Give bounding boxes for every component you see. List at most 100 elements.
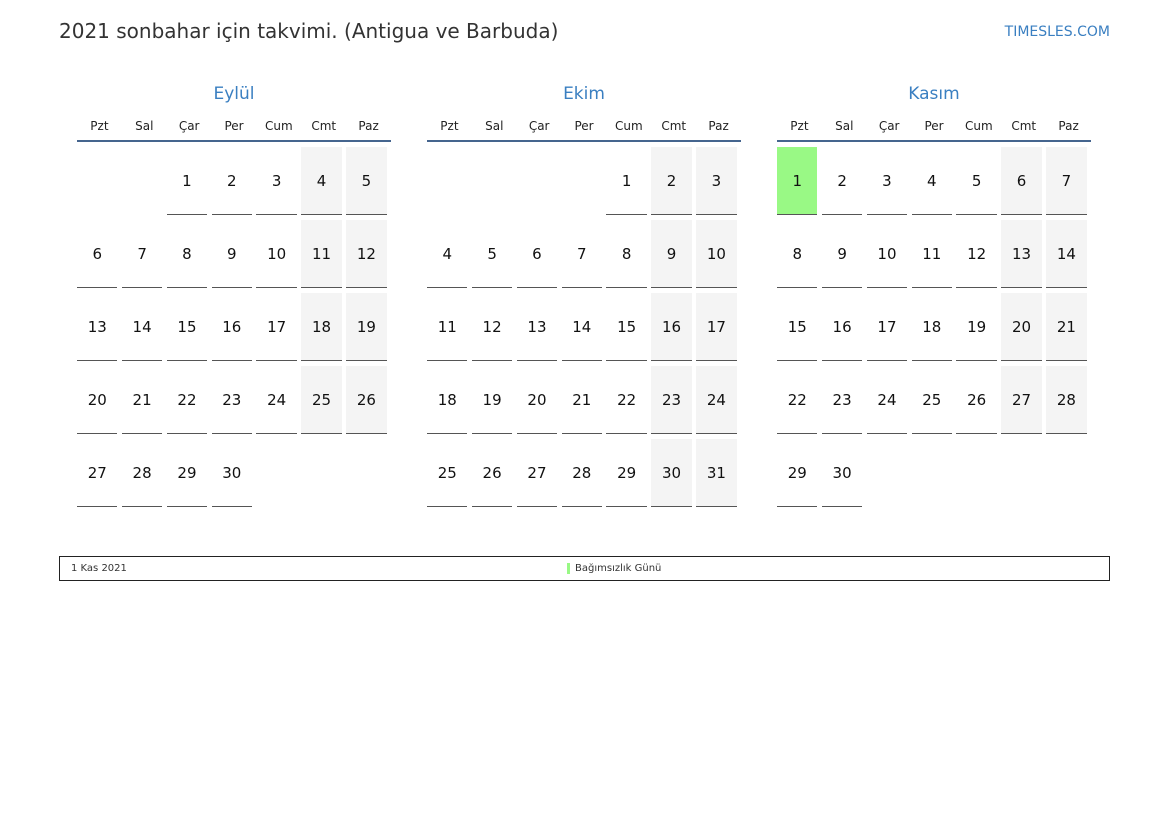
day-cell[interactable]: 29	[606, 439, 647, 507]
day-cell[interactable]: 4	[427, 220, 468, 288]
day-cell[interactable]: 10	[256, 220, 297, 288]
day-cell[interactable]: 10	[866, 220, 908, 288]
day-cell[interactable]: 20	[516, 366, 558, 434]
day-cell[interactable]: 19	[956, 293, 997, 361]
day-cell[interactable]: 21	[561, 366, 603, 434]
week-row: 11 12 13 14 15 16 17	[427, 293, 741, 366]
week-row: 6 7 8 9 10 11 12	[77, 220, 391, 293]
month-name: Eylül	[213, 84, 255, 104]
day-cell[interactable]: 28	[121, 439, 163, 507]
day-cell[interactable]: 31	[696, 439, 737, 507]
day-cell[interactable]: 29	[777, 439, 818, 507]
day-cell[interactable]: 8	[606, 220, 647, 288]
day-cell[interactable]: 1	[777, 147, 818, 215]
empty-cell	[301, 439, 341, 507]
day-cell[interactable]: 24	[866, 366, 908, 434]
day-cell[interactable]: 12	[471, 293, 513, 361]
day-cell[interactable]: 17	[256, 293, 297, 361]
day-cell[interactable]: 23	[651, 366, 692, 434]
day-cell[interactable]: 26	[471, 439, 513, 507]
day-cell[interactable]: 7	[1046, 147, 1087, 215]
day-cell[interactable]: 15	[777, 293, 818, 361]
day-cell[interactable]: 14	[561, 293, 603, 361]
day-cell[interactable]: 20	[1001, 293, 1042, 361]
day-cell[interactable]: 13	[77, 293, 118, 361]
day-cell[interactable]: 28	[561, 439, 603, 507]
day-cell[interactable]: 30	[651, 439, 692, 507]
day-cell[interactable]: 8	[777, 220, 818, 288]
day-cell[interactable]: 11	[427, 293, 468, 361]
day-cell[interactable]: 21	[1046, 293, 1087, 361]
day-cell[interactable]: 27	[516, 439, 558, 507]
day-cell[interactable]: 9	[211, 220, 253, 288]
day-cell[interactable]: 18	[427, 366, 468, 434]
day-cell[interactable]: 8	[166, 220, 208, 288]
brand-link[interactable]: TIMESLES.COM	[1004, 24, 1110, 40]
day-cell[interactable]: 28	[1046, 366, 1087, 434]
day-cell[interactable]: 30	[821, 439, 863, 507]
day-cell[interactable]: 18	[301, 293, 342, 361]
day-cell[interactable]: 11	[911, 220, 953, 288]
day-cell[interactable]: 7	[121, 220, 163, 288]
empty-cell	[472, 147, 512, 215]
day-cell[interactable]: 18	[911, 293, 953, 361]
day-cell[interactable]: 17	[696, 293, 737, 361]
day-cell[interactable]: 3	[256, 147, 297, 215]
day-cell[interactable]: 9	[821, 220, 863, 288]
day-cell[interactable]: 27	[1001, 366, 1042, 434]
day-cell[interactable]: 4	[301, 147, 342, 215]
day-cell[interactable]: 12	[956, 220, 997, 288]
day-cell[interactable]: 25	[427, 439, 468, 507]
day-cell[interactable]: 16	[651, 293, 692, 361]
day-cell[interactable]: 26	[956, 366, 997, 434]
day-cell[interactable]: 5	[956, 147, 997, 215]
day-cell[interactable]: 6	[77, 220, 118, 288]
day-cell[interactable]: 15	[166, 293, 208, 361]
day-cell[interactable]: 23	[821, 366, 863, 434]
day-cell[interactable]: 2	[651, 147, 692, 215]
day-cell[interactable]: 16	[821, 293, 863, 361]
day-cell[interactable]: 19	[346, 293, 387, 361]
day-cell[interactable]: 6	[516, 220, 558, 288]
day-cell[interactable]: 2	[821, 147, 863, 215]
day-cell[interactable]: 4	[911, 147, 953, 215]
day-cell[interactable]: 27	[77, 439, 118, 507]
day-cell[interactable]: 5	[346, 147, 387, 215]
day-cell[interactable]: 24	[696, 366, 737, 434]
day-cell[interactable]: 23	[211, 366, 253, 434]
day-cell[interactable]: 10	[696, 220, 737, 288]
day-cell[interactable]: 15	[606, 293, 647, 361]
day-cell[interactable]: 20	[77, 366, 118, 434]
day-cell[interactable]: 30	[211, 439, 253, 507]
day-cell[interactable]: 14	[1046, 220, 1087, 288]
day-cell[interactable]: 29	[166, 439, 208, 507]
day-cell[interactable]: 13	[516, 293, 558, 361]
empty-cell	[1001, 439, 1041, 507]
month-0: Eylül Pzt Sal Çar Per Cum Cmt Paz 1 2 3 4 5 6 7 8 9 10 11 1…	[77, 84, 391, 512]
day-cell[interactable]: 7	[561, 220, 603, 288]
day-cell[interactable]: 14	[121, 293, 163, 361]
day-cell[interactable]: 22	[166, 366, 208, 434]
day-cell[interactable]: 6	[1001, 147, 1042, 215]
day-cell[interactable]: 24	[256, 366, 297, 434]
day-cell[interactable]: 1	[166, 147, 208, 215]
day-cell[interactable]: 9	[651, 220, 692, 288]
day-cell[interactable]: 3	[866, 147, 908, 215]
day-cell[interactable]: 2	[211, 147, 253, 215]
day-cell[interactable]: 26	[346, 366, 387, 434]
day-cell[interactable]: 22	[606, 366, 647, 434]
day-cell[interactable]: 5	[471, 220, 513, 288]
day-cell[interactable]: 11	[301, 220, 342, 288]
day-cell[interactable]: 12	[346, 220, 387, 288]
day-cell[interactable]: 21	[121, 366, 163, 434]
day-cell[interactable]: 3	[696, 147, 737, 215]
day-cell[interactable]: 25	[301, 366, 342, 434]
day-cell[interactable]: 17	[866, 293, 908, 361]
day-cell[interactable]: 19	[471, 366, 513, 434]
page-title: 2021 sonbahar için takvimi. (Antigua ve …	[59, 19, 559, 43]
day-cell[interactable]: 16	[211, 293, 253, 361]
day-cell[interactable]: 22	[777, 366, 818, 434]
day-cell[interactable]: 1	[606, 147, 647, 215]
day-cell[interactable]: 13	[1001, 220, 1042, 288]
day-cell[interactable]: 25	[911, 366, 953, 434]
